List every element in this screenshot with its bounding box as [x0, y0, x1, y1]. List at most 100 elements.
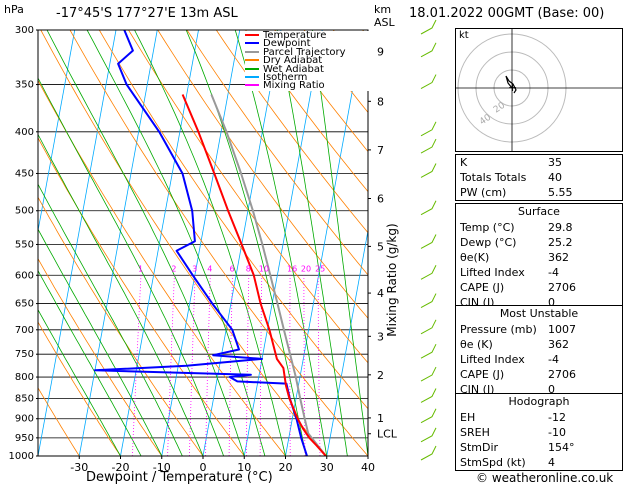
surface-title: Surface: [518, 205, 560, 218]
wet-adiabat-line: [185, 30, 307, 456]
legend-swatch: [245, 59, 259, 62]
wind-barb: [420, 200, 437, 216]
hodograph-table-label: EH: [460, 411, 476, 424]
surface-label: θe(K): [460, 251, 490, 264]
dry-adiabat-line: [245, 30, 368, 193]
index-label: K: [460, 156, 468, 169]
x-axis-label: Dewpoint / Temperature (°C): [86, 470, 273, 485]
wind-barb: [420, 445, 437, 461]
isotherm-line: [161, 30, 241, 456]
height-tick-label: LCL: [377, 428, 398, 441]
wet-adiabat-line: [38, 269, 142, 456]
surface-row: Temp (°C) 29.8: [456, 220, 622, 235]
mixing-ratio-line: [189, 275, 196, 456]
x-tick-label: 30: [320, 461, 334, 474]
forecast-datetime: 18.01.2022 00GMT (Base: 00): [409, 6, 605, 21]
wind-barb: [420, 366, 437, 382]
most-unstable-value: 0: [548, 383, 555, 396]
wet-adiabat-line: [134, 30, 286, 456]
surface-value: 25.2: [548, 236, 573, 249]
wind-barb: [420, 19, 437, 35]
x-tick-label: 20: [279, 461, 293, 474]
pressure-tick-label: 450: [15, 168, 34, 179]
pressure-tick-label: 800: [15, 372, 34, 383]
mixing-ratio-value: 1: [138, 264, 143, 273]
pressure-tick-label: 500: [15, 206, 34, 217]
hodograph-table-label: SREH: [460, 426, 490, 439]
parcel-trajectory-line: [210, 94, 327, 456]
legend-item: Dewpoint: [245, 39, 311, 49]
pressure-tick-label: 850: [15, 393, 34, 404]
wind-barb: [420, 388, 437, 403]
mixing-ratio-value: 6: [229, 264, 234, 273]
pressure-tick-label: 1000: [9, 451, 34, 462]
wind-barb: [420, 74, 437, 89]
hodograph-table-value: 154°: [548, 441, 575, 454]
temperature-line: [181, 94, 327, 456]
legend-swatch: [245, 84, 259, 87]
index-value: 40: [548, 171, 562, 184]
dry-adiabat-line: [38, 137, 245, 456]
hodograph-table-label: StmDir: [460, 441, 499, 454]
index-row: PW (cm) 5.55: [456, 185, 622, 200]
height-tick-label: 1: [377, 412, 384, 425]
pressure-tick-label: 400: [15, 127, 34, 138]
x-tick-label: 0: [200, 461, 207, 474]
wind-barb: [420, 163, 437, 178]
pressure-tick-label: 750: [15, 349, 34, 360]
pressure-tick-label: 900: [15, 414, 34, 425]
wind-barb: [420, 42, 437, 58]
hodograph-ring-label-20: 20: [492, 101, 507, 116]
mixing-ratio-axis-label: Mixing Ratio (g/kg): [385, 223, 399, 337]
hodograph-table-value: -10: [548, 426, 566, 439]
most-unstable-row: CAPE (J) 2706: [456, 367, 622, 382]
mixing-ratio-value: 16: [287, 264, 297, 273]
most-unstable-title: Most Unstable: [499, 307, 579, 320]
wet-adiabat-line: [38, 133, 204, 456]
dry-adiabat-line: [98, 30, 368, 410]
wind-barb: [420, 408, 437, 424]
dry-adiabat-line: [40, 30, 328, 456]
legend-swatch: [245, 42, 259, 45]
pressure-axis-unit: hPa: [4, 3, 24, 16]
pressure-tick-label: 600: [15, 270, 34, 281]
legend-label: Parcel Trajectory: [263, 46, 346, 58]
dry-adiabat-line: [186, 30, 368, 276]
indices-panel: K 35 Totals Totals 40 PW (cm) 5.55: [455, 154, 623, 201]
legend-item: Parcel Trajectory: [245, 46, 346, 58]
isotherm-line: [326, 228, 368, 456]
wet-adiabat-line: [86, 30, 266, 456]
legend-label: Dry Adiabat: [263, 55, 323, 67]
wet-adiabat-line: [38, 228, 163, 456]
surface-row: θe(K) 362: [456, 250, 622, 265]
isotherm-line: [38, 30, 76, 233]
dry-adiabat-line: [274, 30, 368, 153]
x-tick-label: 10: [237, 461, 251, 474]
most-unstable-panel: Most Unstable Pressure (mb) 1007 θe (K) 362…: [455, 305, 623, 398]
dry-adiabat-line: [69, 30, 368, 456]
wind-barb: [420, 121, 437, 137]
x-tick-label: 40: [361, 461, 375, 474]
hodograph-table-row: SREH -10: [456, 425, 622, 440]
legend-item: Dry Adiabat: [245, 55, 323, 67]
hodograph-table-value: -12: [548, 411, 566, 424]
mixing-ratio-line: [131, 275, 142, 456]
most-unstable-value: -4: [548, 353, 559, 366]
surface-value: -4: [548, 266, 559, 279]
pressure-tick-label: 700: [15, 325, 34, 336]
height-axis-unit: km: [374, 3, 392, 16]
pressure-tick-label: 550: [15, 239, 34, 250]
surface-value: 0: [548, 296, 555, 309]
legend-label: Isotherm: [263, 72, 308, 83]
index-value: 5.55: [548, 186, 573, 199]
surface-row: CAPE (J) 2706: [456, 280, 622, 295]
height-tick-label: 6: [377, 193, 384, 206]
hodograph-trace: [505, 75, 517, 94]
most-unstable-row: Lifted Index -4: [456, 352, 622, 367]
hodograph-table-panel: Hodograph EH -12 SREH -10 StmDir 154° StmSpd (…: [455, 393, 623, 471]
pressure-tick-label: 950: [15, 433, 34, 444]
surface-value: 2706: [548, 281, 576, 294]
most-unstable-row: θe (K) 362: [456, 337, 622, 352]
wet-adiabat-line: [38, 308, 121, 456]
